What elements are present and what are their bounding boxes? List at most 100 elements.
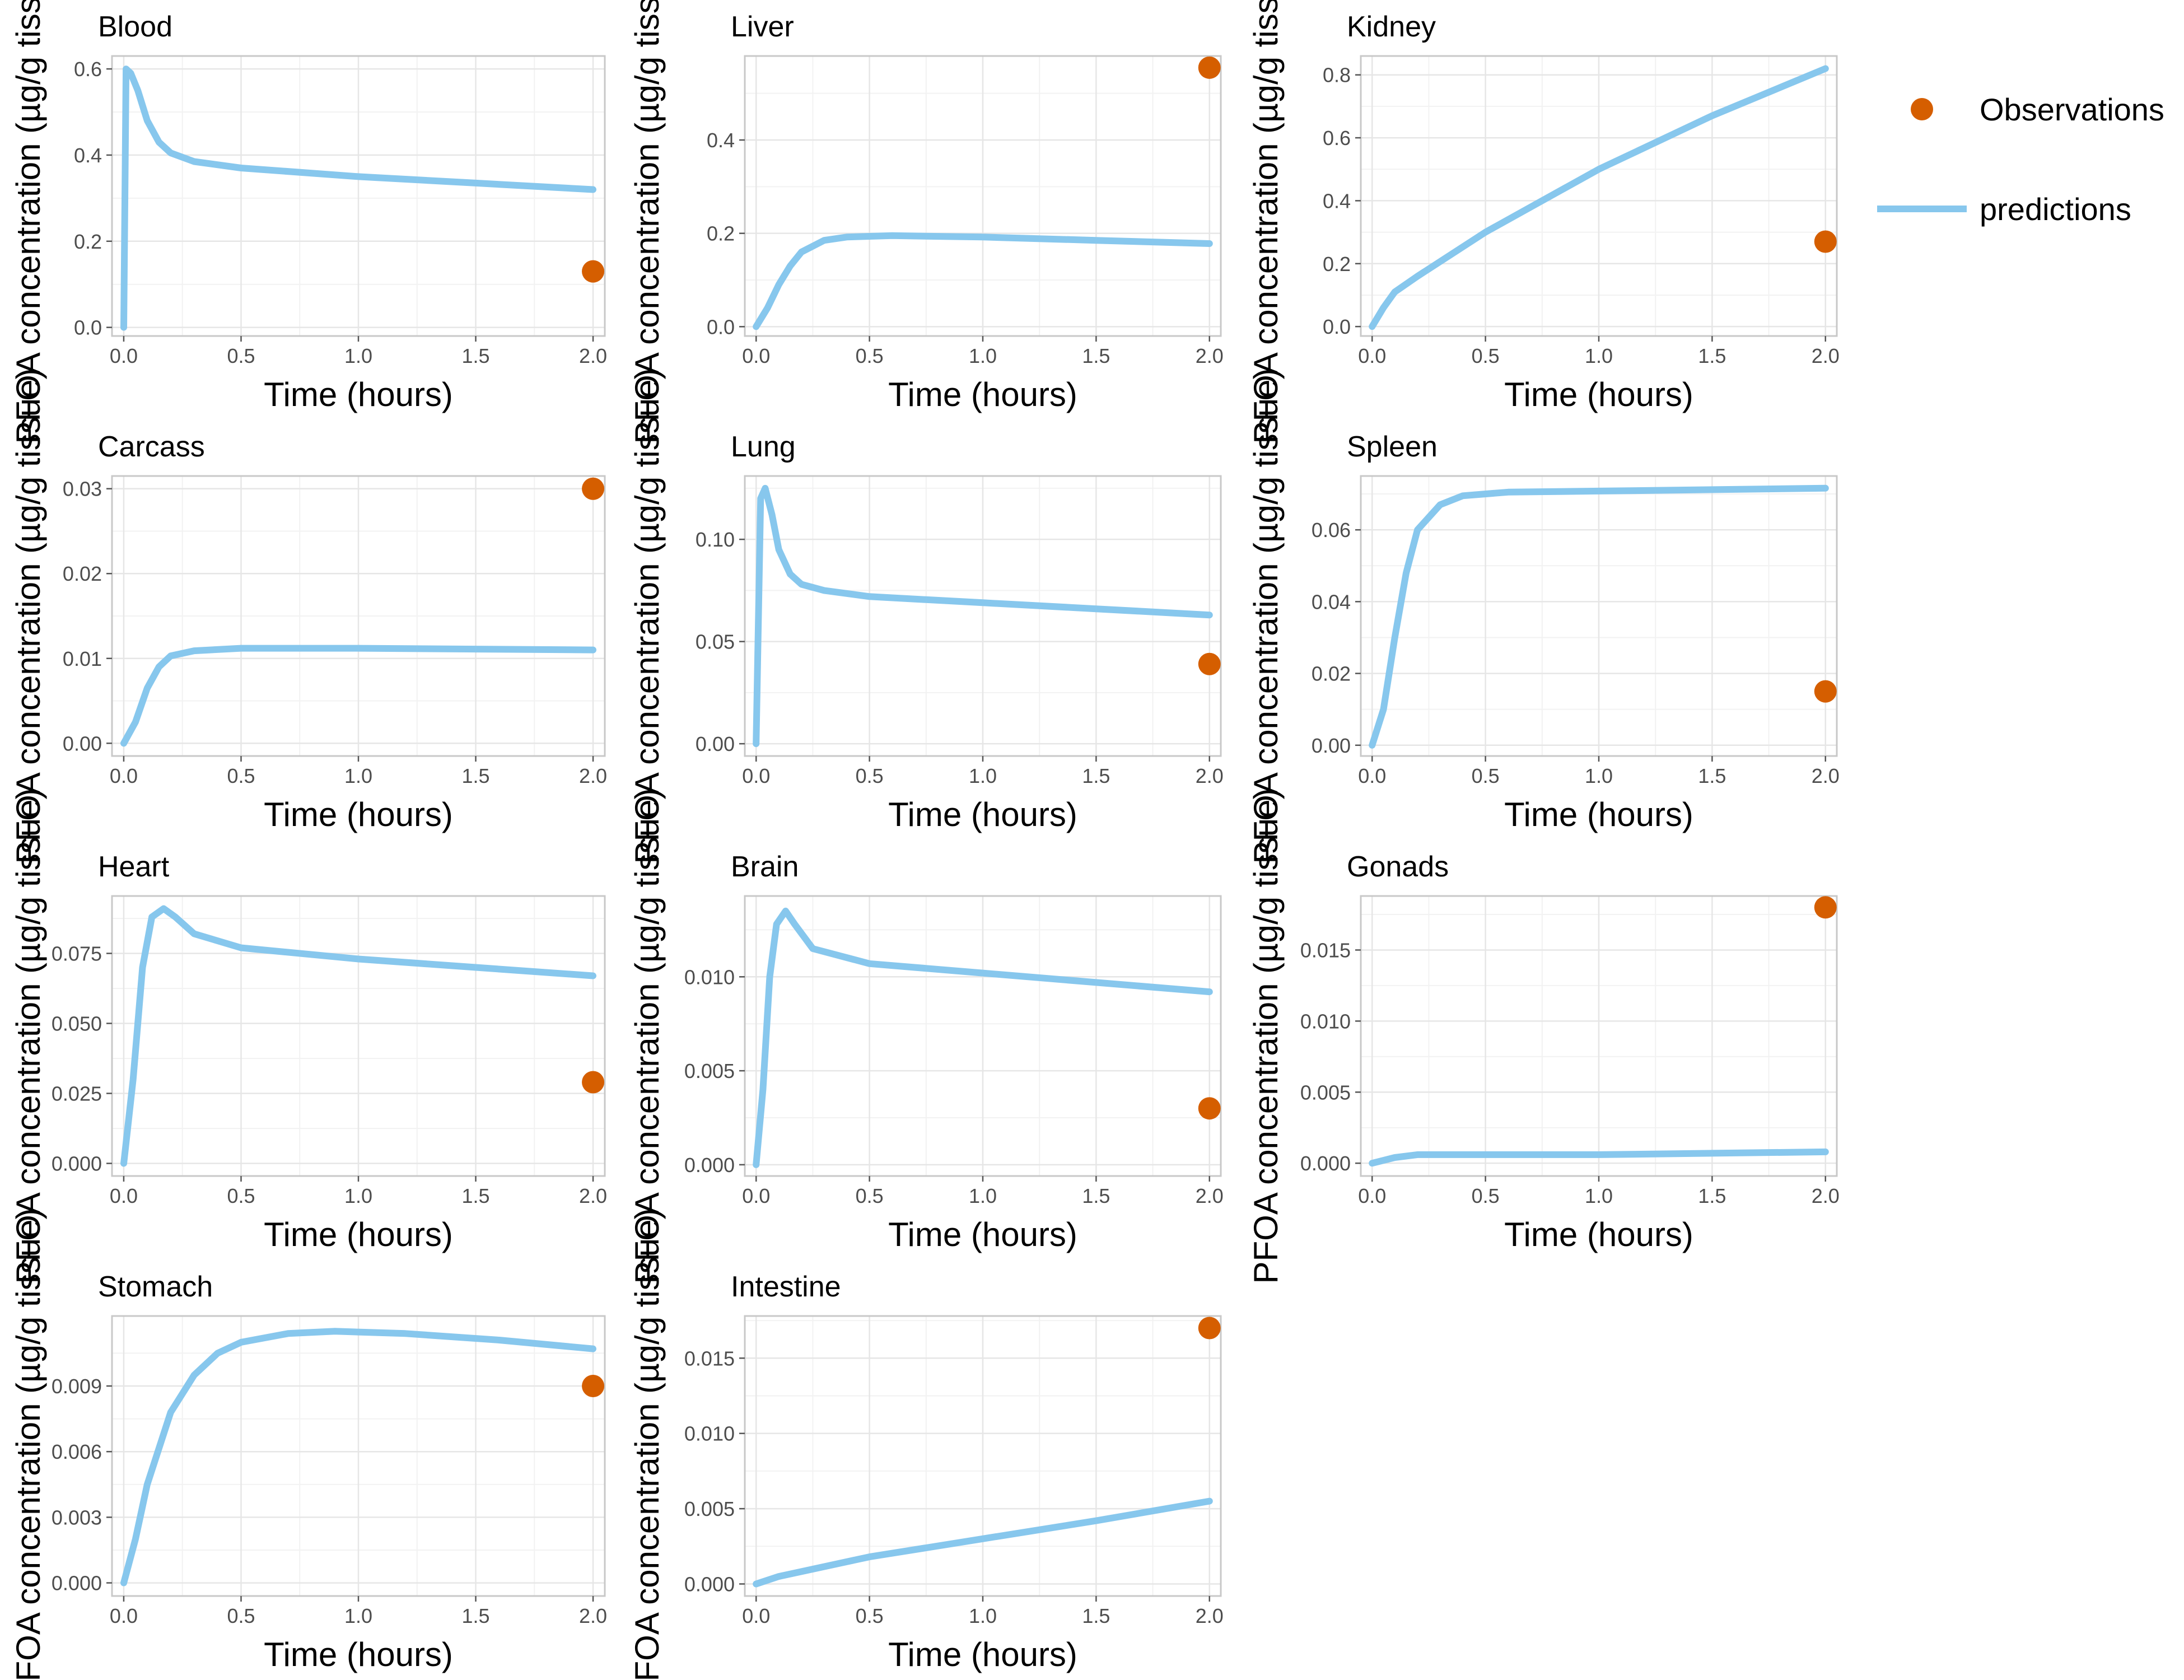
y-tick-label: 0.00 xyxy=(696,732,735,755)
x-tick-label: 0.0 xyxy=(1358,764,1386,787)
x-tick-label: 1.5 xyxy=(1082,344,1110,367)
y-tick-label: 0.00 xyxy=(63,732,102,755)
y-axis-title: PFOA concentration (µg/g tissue) xyxy=(10,788,47,1284)
x-tick-label: 0.5 xyxy=(227,1184,255,1207)
y-tick-label: 0.8 xyxy=(1323,64,1351,87)
x-tick-label: 0.5 xyxy=(856,764,884,787)
x-tick-label: 0.0 xyxy=(1358,1184,1386,1207)
observation-point xyxy=(582,1375,605,1397)
gridlines xyxy=(112,56,605,336)
x-tick-label: 2.0 xyxy=(1196,1604,1224,1627)
panel-title: Lung xyxy=(731,431,796,463)
observation-point xyxy=(1198,1317,1221,1340)
panel-title: Kidney xyxy=(1347,11,1436,43)
x-tick-label: 0.5 xyxy=(856,1184,884,1207)
y-tick-label: 0.015 xyxy=(684,1347,735,1370)
y-tick-label: 0.010 xyxy=(684,1422,735,1445)
x-tick-label: 0.0 xyxy=(742,764,770,787)
panel-title: Brain xyxy=(731,851,799,883)
x-tick-label: 0.0 xyxy=(110,344,138,367)
y-tick-label: 0.02 xyxy=(63,562,102,585)
legend-observations-key xyxy=(1911,98,1933,120)
prediction-line xyxy=(753,232,1213,330)
gridlines xyxy=(112,476,605,756)
panel-title: Gonads xyxy=(1347,851,1449,883)
x-axis-title: Time (hours) xyxy=(264,1216,453,1253)
prediction-line xyxy=(1369,484,1829,749)
y-tick-label: 0.0 xyxy=(74,316,102,339)
observation-point xyxy=(1814,680,1837,703)
x-tick-label: 2.0 xyxy=(579,764,607,787)
x-tick-label: 0.5 xyxy=(227,764,255,787)
prediction-line xyxy=(120,905,596,1167)
observation-point xyxy=(582,260,605,283)
prediction-line xyxy=(753,484,1213,748)
observation-point xyxy=(1198,1097,1221,1120)
x-tick-label: 1.5 xyxy=(1082,1604,1110,1627)
y-axis-title: PFOA concentration (µg/g tissue) xyxy=(628,1208,666,1680)
y-axis-title: PFOA concentration (µg/g tissue) xyxy=(1247,788,1285,1284)
x-tick-label: 0.0 xyxy=(742,344,770,367)
x-axis-title: Time (hours) xyxy=(1504,796,1693,833)
y-tick-label: 0.04 xyxy=(1312,590,1351,613)
y-axis-title: PFOA concentration (µg/g tissue) xyxy=(10,0,47,444)
x-tick-label: 0.5 xyxy=(856,344,884,367)
x-tick-label: 1.5 xyxy=(462,1604,490,1627)
x-tick-label: 2.0 xyxy=(579,1604,607,1627)
observation-point xyxy=(582,1071,605,1094)
x-tick-label: 0.0 xyxy=(1358,344,1386,367)
y-tick-label: 0.0 xyxy=(1323,315,1351,338)
y-tick-label: 0.6 xyxy=(74,58,102,81)
x-tick-label: 0.0 xyxy=(742,1604,770,1627)
panel-stomach: 0.0 0.5 1.0 1.5 2.0 0.000 0.003 0.006 0.009 Stoma… xyxy=(10,1208,607,1680)
y-tick-label: 0.025 xyxy=(52,1082,102,1105)
y-tick-label: 0.4 xyxy=(1323,189,1351,212)
y-tick-label: 0.000 xyxy=(684,1572,735,1595)
panel-brain: 0.0 0.5 1.0 1.5 2.0 0.000 0.005 0.010 Brain Time … xyxy=(628,788,1224,1284)
x-tick-label: 1.0 xyxy=(969,1184,997,1207)
panels: 0.0 0.5 1.0 1.5 2.0 0.0 0.2 0.4 0.6 Blood Time (ho… xyxy=(10,0,1840,1680)
x-tick-label: 1.5 xyxy=(462,344,490,367)
x-tick-label: 0.5 xyxy=(856,1604,884,1627)
y-tick-label: 0.03 xyxy=(63,478,102,501)
panel-carcass: 0.0 0.5 1.0 1.5 2.0 0.00 0.01 0.02 0.03 Carcass Ti… xyxy=(10,368,607,864)
x-tick-label: 2.0 xyxy=(1196,1184,1224,1207)
observation-point xyxy=(1198,56,1221,79)
y-tick-label: 0.000 xyxy=(684,1154,735,1177)
y-tick-label: 0.06 xyxy=(1312,519,1351,542)
x-tick-label: 2.0 xyxy=(1812,1184,1840,1207)
y-tick-label: 0.050 xyxy=(52,1012,102,1035)
x-tick-label: 1.0 xyxy=(969,344,997,367)
x-axis-title: Time (hours) xyxy=(264,1636,453,1673)
observation-point xyxy=(1814,230,1837,253)
x-tick-label: 1.0 xyxy=(969,764,997,787)
x-axis-title: Time (hours) xyxy=(888,1216,1077,1253)
observation-point xyxy=(1198,652,1221,675)
gridlines xyxy=(1361,896,1837,1176)
x-tick-label: 0.0 xyxy=(742,1184,770,1207)
y-tick-label: 0.4 xyxy=(74,144,102,167)
x-tick-label: 2.0 xyxy=(1196,764,1224,787)
x-tick-label: 1.5 xyxy=(462,1184,490,1207)
y-axis-title: PFOA concentration (µg/g tissue) xyxy=(10,1208,47,1680)
x-tick-label: 1.0 xyxy=(344,344,372,367)
y-tick-label: 0.6 xyxy=(1323,127,1351,150)
panel-lung: 0.0 0.5 1.0 1.5 2.0 0.00 0.05 0.10 Lung Time (hou… xyxy=(628,368,1224,864)
prediction-line xyxy=(753,1497,1213,1588)
x-tick-label: 0.5 xyxy=(227,344,255,367)
panel-title: Heart xyxy=(98,851,170,883)
y-tick-label: 0.01 xyxy=(63,647,102,670)
y-tick-label: 0.075 xyxy=(52,942,102,965)
y-axis-title: PFOA concentration (µg/g tissue) xyxy=(1247,0,1285,444)
x-axis-title: Time (hours) xyxy=(264,796,453,833)
y-tick-label: 0.010 xyxy=(1300,1010,1351,1033)
prediction-line xyxy=(120,645,596,747)
gridlines xyxy=(1361,476,1837,756)
x-tick-label: 0.5 xyxy=(227,1604,255,1627)
panel-spleen: 0.0 0.5 1.0 1.5 2.0 0.00 0.02 0.04 0.06 Spleen Tim… xyxy=(1247,368,1840,864)
panel-liver: 0.0 0.5 1.0 1.5 2.0 0.0 0.2 0.4 Liver Time (hours… xyxy=(628,0,1224,444)
x-axis-title: Time (hours) xyxy=(1504,1216,1693,1253)
gridlines xyxy=(745,56,1221,336)
observation-point xyxy=(582,477,605,500)
prediction-line xyxy=(120,66,596,331)
